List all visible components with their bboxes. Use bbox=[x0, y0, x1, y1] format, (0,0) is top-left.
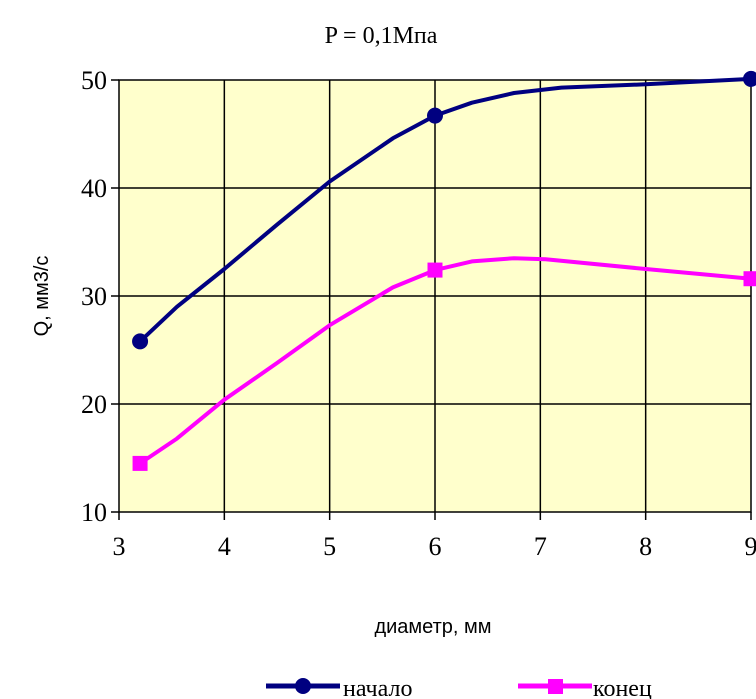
y-tick-label: 20 bbox=[81, 390, 107, 419]
x-axis-ticks: 3 4 5 6 7 8 9 bbox=[113, 512, 756, 561]
x-tick-label: 9 bbox=[745, 532, 756, 561]
legend-label: конец bbox=[593, 676, 652, 699]
series-line-2 bbox=[138, 256, 753, 466]
x-tick-label: 8 bbox=[639, 532, 652, 561]
legend-marker-circle bbox=[295, 678, 311, 694]
data-point-circle bbox=[743, 70, 756, 87]
data-point-circle bbox=[427, 107, 443, 124]
y-axis-ticks: 10 20 30 40 50 bbox=[81, 66, 119, 527]
data-point-square bbox=[132, 455, 148, 471]
y-tick-label: 10 bbox=[81, 498, 107, 527]
x-axis-label: диаметр, мм bbox=[374, 616, 491, 638]
legend-marker-square bbox=[548, 679, 563, 694]
x-tick-label: 6 bbox=[429, 532, 442, 561]
x-tick-label: 7 bbox=[534, 532, 547, 561]
x-tick-label: 5 bbox=[323, 532, 336, 561]
series-line-1 bbox=[138, 76, 753, 344]
y-axis-label: Q, мм3/с bbox=[31, 256, 53, 337]
y-tick-label: 50 bbox=[81, 66, 107, 95]
series-layer bbox=[132, 70, 756, 471]
x-tick-label: 4 bbox=[218, 532, 231, 561]
y-tick-label: 40 bbox=[81, 174, 107, 203]
x-tick-label: 3 bbox=[113, 532, 126, 561]
grid bbox=[119, 80, 751, 512]
y-tick-label: 30 bbox=[81, 282, 107, 311]
chart-title: P = 0,1Мпа bbox=[325, 23, 438, 49]
data-point-square bbox=[743, 271, 756, 287]
legend-label: начало bbox=[343, 676, 412, 699]
data-point-circle bbox=[132, 333, 149, 350]
data-point-square bbox=[427, 262, 443, 278]
legend: начало конец bbox=[266, 676, 652, 699]
